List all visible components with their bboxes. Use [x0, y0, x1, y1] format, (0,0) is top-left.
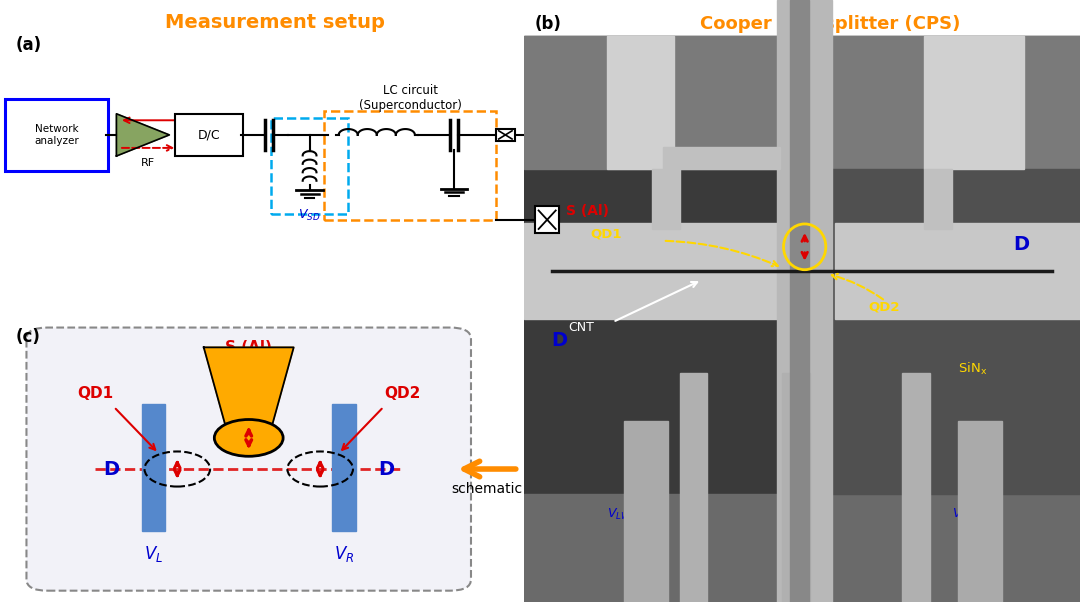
Text: RF: RF — [141, 158, 156, 167]
Bar — [524, 36, 1080, 169]
Text: $\mathrm{SiN_x}$: $\mathrm{SiN_x}$ — [958, 361, 987, 377]
Bar — [902, 373, 930, 602]
Circle shape — [214, 420, 283, 456]
Text: D: D — [103, 459, 119, 479]
Text: D: D — [1013, 235, 1029, 254]
Bar — [535, 206, 559, 233]
Text: schematic: schematic — [451, 482, 523, 496]
FancyBboxPatch shape — [27, 327, 471, 591]
Text: $V_{RW}$: $V_{RW}$ — [953, 507, 977, 522]
FancyBboxPatch shape — [5, 99, 108, 171]
Polygon shape — [204, 347, 294, 424]
Text: Network
analyzer: Network analyzer — [35, 124, 80, 146]
Text: $V_M$: $V_M$ — [785, 558, 804, 573]
Text: S (Al): S (Al) — [566, 203, 608, 218]
Bar — [835, 223, 1080, 319]
Text: D/C: D/C — [198, 128, 220, 141]
Bar — [777, 0, 833, 602]
Bar — [333, 404, 355, 531]
Bar — [958, 421, 1002, 602]
Text: $V_R$: $V_R$ — [905, 558, 920, 573]
Bar — [782, 373, 810, 602]
FancyBboxPatch shape — [175, 114, 243, 156]
Bar — [624, 421, 669, 602]
Text: (a): (a) — [16, 36, 42, 54]
Polygon shape — [117, 114, 170, 156]
Bar — [924, 169, 953, 229]
Text: QD1: QD1 — [591, 228, 622, 241]
Text: Measurement setup: Measurement setup — [165, 13, 386, 32]
Bar — [524, 223, 780, 319]
Text: QD1: QD1 — [77, 386, 113, 402]
Text: $V_L$: $V_L$ — [683, 558, 698, 573]
Text: D: D — [378, 459, 394, 479]
Text: (b): (b) — [535, 15, 562, 33]
Text: $V_{SD}$: $V_{SD}$ — [298, 208, 321, 223]
Bar — [679, 373, 707, 602]
Bar — [813, 169, 1080, 494]
Bar — [924, 36, 1025, 169]
Text: LC circuit
(Superconductor): LC circuit (Superconductor) — [359, 84, 461, 111]
Text: QD2: QD2 — [868, 300, 900, 313]
Text: D: D — [552, 331, 568, 350]
Text: $V_R$: $V_R$ — [334, 544, 354, 564]
Bar — [141, 404, 165, 531]
Bar — [607, 36, 674, 169]
Text: QD2: QD2 — [384, 386, 420, 402]
Bar — [496, 129, 515, 141]
Bar — [651, 169, 679, 229]
Bar — [524, 494, 1080, 602]
Text: S (Al): S (Al) — [226, 340, 272, 355]
Text: $V_{LW}$: $V_{LW}$ — [607, 507, 632, 522]
Text: $V_L$: $V_L$ — [144, 544, 163, 564]
Bar — [663, 147, 780, 169]
Text: (c): (c) — [16, 327, 41, 346]
Bar — [789, 0, 809, 602]
Text: CNT: CNT — [568, 321, 594, 334]
Text: Cooper pair splitter (CPS): Cooper pair splitter (CPS) — [700, 15, 960, 33]
